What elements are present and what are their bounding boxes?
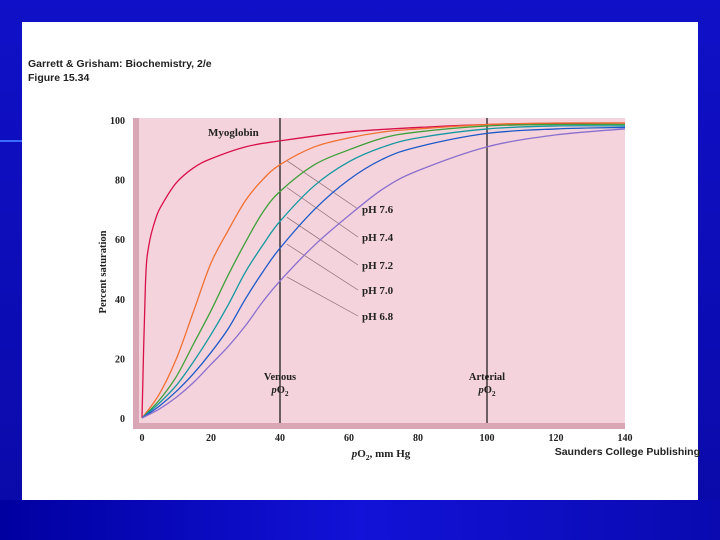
label-ph76: pH 7.6 — [362, 204, 394, 216]
label-ph68: pH 6.8 — [362, 311, 394, 323]
curve-ph-7-4 — [141, 123, 626, 419]
venous-po2-label: pO2 — [270, 385, 288, 398]
x-axis-label: pO2, mm Hg — [351, 448, 411, 462]
label-ph72: pH 7.2 — [362, 260, 394, 272]
y-tick-label: 0 — [120, 414, 125, 425]
curve-ph-7-0 — [141, 126, 626, 419]
x-tick-label: 120 — [549, 433, 564, 444]
curve-ph-7-6 — [141, 122, 626, 419]
figure-source-title: Garrett & Grisham: Biochemistry, 2/e — [28, 58, 212, 70]
y-tick-label: 20 — [115, 354, 125, 365]
x-tick-label: 60 — [344, 433, 354, 444]
y-axis-label: Percent saturation — [98, 230, 109, 313]
slide-edge-accent — [0, 140, 22, 142]
leader-ph68 — [286, 276, 359, 317]
y-tick-label: 80 — [115, 176, 125, 187]
x-tick-label: 20 — [206, 433, 216, 444]
axis-ticks: 0 20 40 60 80 100 120 140 0 20 40 60 80 100 — [110, 116, 633, 444]
y-tick-label: 60 — [115, 235, 125, 246]
saturation-curves — [141, 122, 626, 419]
curve-ph-7-2 — [141, 125, 626, 419]
plot-area — [133, 118, 625, 428]
label-ph74: pH 7.4 — [362, 232, 394, 244]
arterial-po2-label: pO2 — [477, 385, 495, 398]
y-axis-bar — [133, 118, 139, 428]
x-tick-label: 100 — [480, 433, 495, 444]
reference-lines: Venous pO2 Arterial pO2 — [264, 118, 505, 423]
leader-ph76 — [286, 160, 359, 210]
chart-labels: pH 7.6 pH 7.4 pH 7.2 pH 7.0 pH 6.8 Myoglobin — [208, 127, 394, 323]
y-tick-label: 100 — [110, 116, 125, 127]
x-tick-label: 0 — [140, 433, 145, 444]
leader-ph74 — [286, 187, 359, 238]
x-tick-label: 80 — [413, 433, 423, 444]
publisher-credit: Saunders College Publishing — [554, 446, 700, 458]
x-axis-bar — [133, 423, 625, 429]
figure-number: Figure 15.34 — [28, 72, 90, 84]
arterial-label: Arterial — [469, 372, 505, 383]
y-tick-label: 40 — [115, 295, 125, 306]
venous-label: Venous — [264, 372, 296, 383]
leader-ph70 — [286, 243, 359, 291]
curve-ph-6-8 — [141, 128, 626, 419]
label-leader-lines — [286, 160, 359, 317]
slide-bottom-band — [0, 500, 720, 540]
label-myoglobin: Myoglobin — [208, 127, 259, 139]
x-tick-label: 40 — [275, 433, 285, 444]
x-tick-label: 140 — [618, 433, 633, 444]
label-ph70: pH 7.0 — [362, 285, 394, 297]
